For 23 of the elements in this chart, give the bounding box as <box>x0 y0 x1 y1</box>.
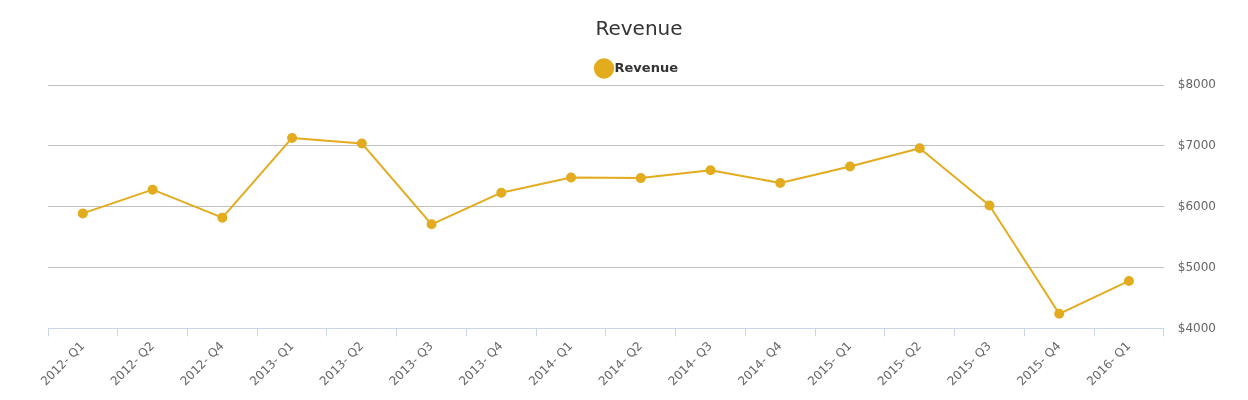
point <box>775 177 786 188</box>
y-tick-label: $7000 <box>1177 137 1217 152</box>
point <box>1123 275 1134 286</box>
point <box>566 172 577 183</box>
legend-label: Revenue <box>614 59 679 75</box>
point <box>147 184 158 195</box>
point <box>77 208 88 219</box>
point <box>984 200 995 211</box>
point <box>217 212 228 223</box>
y-tick-label: $5000 <box>1177 259 1217 274</box>
point <box>1054 308 1065 319</box>
point <box>356 138 367 149</box>
point <box>914 143 925 154</box>
y-tick-label: $4000 <box>1177 320 1217 335</box>
y-tick-label: $6000 <box>1177 198 1217 213</box>
point <box>287 132 298 143</box>
y-tick-label: $8000 <box>1177 77 1217 92</box>
point <box>426 219 437 230</box>
point <box>845 161 855 172</box>
chart-title: Revenue <box>595 16 683 41</box>
point <box>705 165 716 176</box>
point <box>496 187 507 198</box>
point <box>635 173 646 184</box>
